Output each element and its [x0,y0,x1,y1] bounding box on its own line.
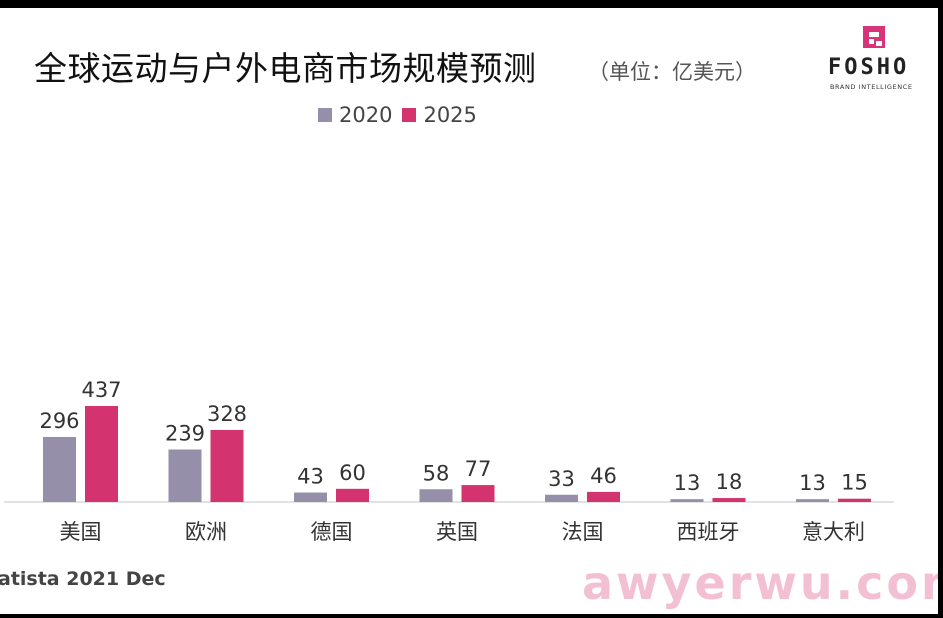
data-label-2020-0: 296 [39,409,79,433]
logo-tagline: BRAND INTELLIGENCE [830,83,913,91]
bar-2025-5 [712,498,746,502]
legend-swatch-2020 [318,108,332,122]
data-label-2025-1: 328 [207,402,247,426]
legend: 2020 2025 [318,103,477,127]
data-label-2025-3: 77 [465,457,492,481]
legend-label-2020: 2020 [339,103,393,127]
source-note: atista 2021 Dec [0,568,166,590]
category-label-6: 意大利 [802,520,865,544]
bar-2020-5 [670,499,704,502]
bar-2020-4 [545,494,578,502]
watermark: awyerwu.com [582,556,938,610]
bar-2020-3 [419,489,453,502]
data-label-2025-6: 15 [841,471,868,495]
slide: 全球运动与户外电商市场规模预测 （单位：亿美元） FOSHO BRAND INT… [0,8,938,614]
data-label-2020-3: 58 [423,461,450,485]
data-label-2020-1: 239 [165,421,205,445]
legend-item-2025: 2025 [402,103,477,127]
bar-2025-4 [587,491,620,502]
category-label-1: 欧洲 [185,520,227,544]
bar-2025-0 [85,406,118,502]
data-label-2020-6: 13 [799,471,826,495]
data-label-2020-5: 13 [674,471,701,495]
bar-2020-2 [294,492,327,502]
data-label-2025-4: 46 [590,464,617,488]
logo-mark-icon [863,26,885,48]
category-label-3: 英国 [436,520,478,544]
category-label-5: 西班牙 [677,520,740,544]
category-label-4: 法国 [562,520,604,544]
category-label-2: 德国 [311,520,353,544]
unit-label: （单位：亿美元） [588,60,756,84]
logo-brand-text: FOSHO [828,55,910,80]
data-label-2020-4: 33 [548,467,575,491]
logo-wordmark: FOSHO [828,55,909,80]
bar-2025-3 [461,485,495,502]
category-label-0: 美国 [60,520,102,544]
bar-2020-1 [168,449,202,502]
chart-title: 全球运动与户外电商市场规模预测 [34,49,537,88]
legend-label-2025: 2025 [423,103,477,127]
legend-item-2020: 2020 [318,103,392,127]
data-label-2025-0: 437 [81,378,121,402]
data-label-2025-2: 60 [339,461,366,485]
fosho-logo: FOSHO BRAND INTELLIGENCE [828,22,928,94]
legend-swatch-2025 [402,108,417,122]
bar-2020-6 [796,499,829,502]
bar-2025-2 [336,488,369,502]
data-label-2025-5: 18 [716,470,743,494]
data-label-2020-2: 43 [297,465,324,489]
bar-2025-1 [210,429,244,502]
bar-2020-0 [43,436,76,502]
bar-2025-6 [838,498,871,502]
